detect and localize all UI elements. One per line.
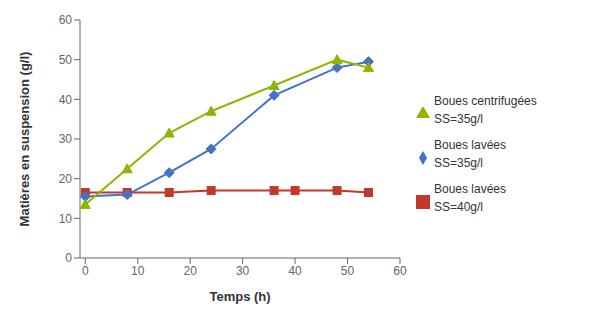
html-text:Boues centrifugées SS=35g/l: Boues centrifugées SS=35g/l: [434, 94, 537, 126]
svg-text:60: 60: [393, 264, 407, 278]
svg-text:40: 40: [288, 264, 302, 278]
svg-text:20: 20: [183, 264, 197, 278]
svg-text:Matières en suspension (g/l): Matières en suspension (g/l): [17, 52, 32, 227]
html-text:Boues lavées SS=35g/l: Boues lavées SS=35g/l: [434, 138, 506, 170]
svg-text:20: 20: [59, 172, 73, 186]
html-text:Boues lavées SS=40g/l: Boues lavées SS=40g/l: [434, 182, 506, 214]
svg-text:50: 50: [341, 264, 355, 278]
svg-text:30: 30: [236, 264, 250, 278]
svg-text:0: 0: [65, 251, 72, 265]
svg-text:60: 60: [59, 13, 73, 27]
svg-text:30: 30: [59, 132, 73, 146]
svg-text:10: 10: [59, 212, 73, 226]
svg-text:10: 10: [131, 264, 145, 278]
svg-text:50: 50: [59, 53, 73, 67]
svg-text:40: 40: [59, 93, 73, 107]
svg-text:Temps (h): Temps (h): [209, 289, 270, 304]
svg-text:0: 0: [82, 264, 89, 278]
